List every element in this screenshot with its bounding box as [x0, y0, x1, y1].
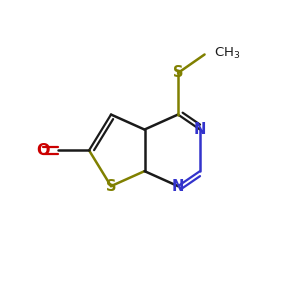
Text: N: N — [194, 122, 206, 137]
Text: S: S — [173, 65, 183, 80]
Text: CH$_3$: CH$_3$ — [214, 46, 240, 61]
Text: O: O — [36, 143, 50, 158]
Text: S: S — [106, 178, 116, 194]
Text: N: N — [172, 178, 184, 194]
